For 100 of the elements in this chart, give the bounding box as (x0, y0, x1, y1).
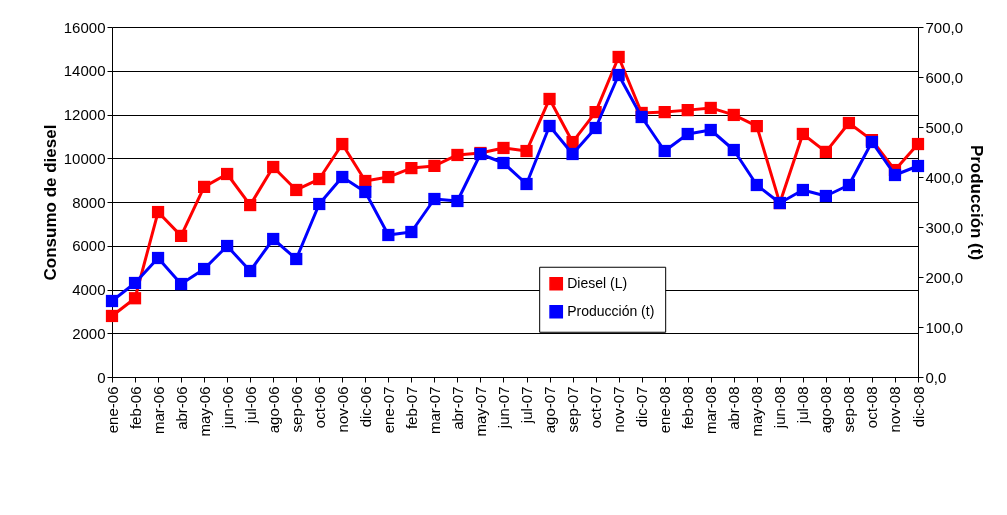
point (128, 276, 142, 290)
y-tick-label: 8000 (72, 193, 106, 211)
point (520, 144, 533, 158)
x-tick-label: ago-07 (541, 386, 559, 434)
point (174, 229, 188, 243)
x-tick-label: dic-07 (633, 386, 651, 428)
y-axis-title: Consumo de diesel (40, 124, 60, 281)
x-tick-label: oct-08 (863, 386, 881, 429)
point (796, 183, 809, 197)
point (267, 160, 280, 174)
point (336, 170, 349, 184)
x-tick-label: jul-08 (794, 386, 812, 425)
point (497, 141, 510, 155)
point (911, 137, 925, 151)
point (105, 294, 119, 308)
x-tick-label: nov-07 (610, 386, 628, 433)
x-tick-label: mar-06 (149, 386, 167, 435)
y2-tick-label: 600,0 (925, 68, 964, 86)
x-tick-label: dic-08 (909, 386, 927, 428)
x-tick-label: mar-08 (702, 386, 720, 435)
x-tick-label: oct-07 (587, 386, 605, 429)
x-tick-label: jun-07 (494, 386, 512, 430)
point (197, 180, 211, 194)
y-tick-label: 12000 (63, 106, 106, 123)
y2-axis-title: Producción (t) (967, 144, 987, 261)
point (612, 50, 625, 64)
point (520, 177, 533, 191)
y2-tick-label: 300,0 (925, 218, 964, 236)
x-tick-label: mar-07 (425, 386, 443, 435)
x-tick-label: ene-08 (656, 386, 674, 434)
point (244, 198, 257, 212)
x-tick-label: oct-06 (310, 386, 328, 429)
point (750, 178, 763, 192)
x-tick-label: ene-06 (103, 386, 121, 434)
point (405, 161, 418, 175)
y2-tick-label: 200,0 (925, 268, 964, 286)
point (405, 225, 418, 239)
point (704, 123, 717, 137)
point (105, 309, 119, 323)
point (313, 197, 326, 211)
x-tick-label: abr-08 (725, 386, 743, 430)
legend-label: Producción (t) (567, 302, 655, 319)
point (727, 143, 740, 157)
point (727, 108, 740, 122)
point (911, 159, 925, 173)
x-tick-label: ene-07 (379, 386, 397, 434)
y2-tick-label: 100,0 (925, 318, 964, 336)
point (313, 172, 326, 186)
x-tick-label: abr-06 (172, 386, 190, 430)
x-tick-label: jun-06 (218, 386, 236, 430)
y-tick-label: 4000 (72, 281, 106, 298)
x-tick-label: may-07 (471, 386, 489, 437)
legend-label: Diesel (L) (567, 274, 628, 291)
y-tick-label: 6000 (72, 237, 106, 255)
y2-tick-label: 0,0 (925, 368, 947, 386)
point (382, 228, 395, 242)
point (658, 105, 671, 119)
point (382, 170, 395, 184)
point (796, 127, 809, 141)
point (543, 92, 556, 106)
point (290, 252, 303, 266)
x-tick-label: jun-08 (771, 386, 789, 430)
point (566, 147, 579, 161)
x-tick-label: dic-06 (356, 386, 374, 428)
point (151, 251, 165, 265)
point (428, 192, 441, 206)
point (704, 101, 717, 115)
x-tick-label: sep-07 (564, 386, 582, 433)
point (589, 121, 602, 135)
point (336, 137, 349, 151)
point (221, 239, 234, 253)
point (842, 178, 856, 192)
x-tick-label: feb-08 (679, 386, 697, 430)
point (197, 262, 211, 276)
point (128, 292, 142, 305)
y2-tick-label: 700,0 (925, 18, 964, 36)
y-tick-label: 10000 (63, 149, 106, 167)
y-tick-label: 2000 (72, 324, 106, 342)
point (151, 205, 165, 219)
point (681, 104, 694, 117)
x-tick-label: abr-07 (448, 386, 466, 430)
x-tick-label: sep-08 (840, 386, 858, 433)
x-tick-label: nov-06 (333, 386, 351, 433)
x-tick-label: jul-07 (518, 386, 536, 425)
x-tick-label: ago-06 (264, 386, 282, 434)
point (451, 148, 464, 162)
point (451, 194, 464, 208)
y2-tick-label: 400,0 (925, 168, 964, 186)
x-tick-label: nov-08 (886, 386, 904, 433)
point (819, 145, 833, 159)
x-tick-label: feb-07 (402, 386, 420, 430)
point (681, 127, 694, 141)
point (658, 144, 671, 158)
point (174, 277, 188, 291)
y-tick-label: 0 (97, 368, 106, 386)
x-tick-label: sep-06 (287, 386, 305, 433)
point (842, 116, 856, 130)
point (290, 183, 303, 197)
point (428, 159, 441, 173)
y-tick-label: 16000 (63, 18, 106, 36)
